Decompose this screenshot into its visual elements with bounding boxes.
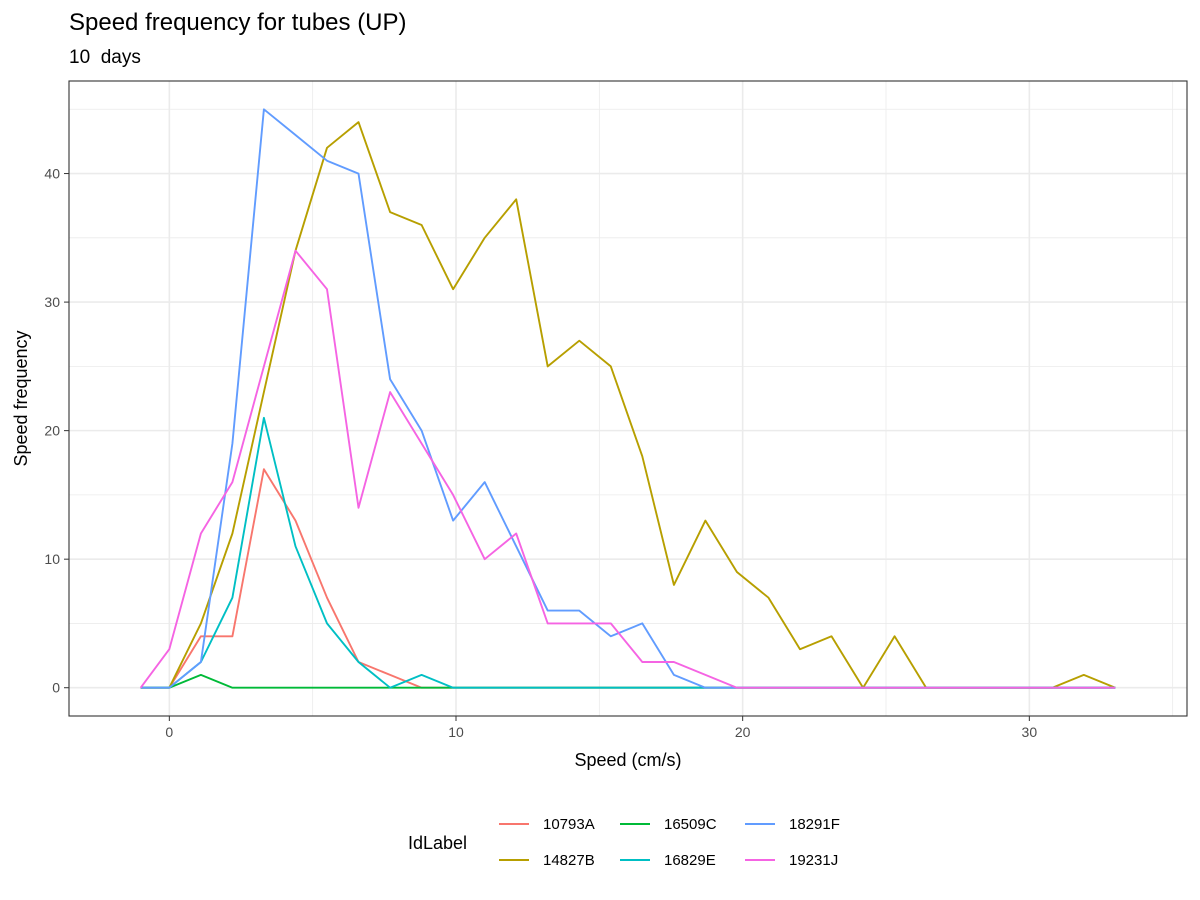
x-tick-label: 0 bbox=[165, 724, 173, 740]
legend-label-10793A: 10793A bbox=[543, 816, 595, 833]
legend-label-19231J: 19231J bbox=[789, 852, 838, 869]
legend-title: IdLabel bbox=[408, 833, 467, 853]
series-line-10793A bbox=[140, 468, 1116, 689]
series-line-16829E bbox=[140, 416, 1116, 689]
legend-label-16509C: 16509C bbox=[664, 816, 717, 833]
y-tick-label: 10 bbox=[44, 551, 60, 567]
y-tick-label: 30 bbox=[44, 294, 60, 310]
y-axis-ticks: 0 10 20 30 40 bbox=[44, 166, 69, 696]
series-line-18291F bbox=[140, 108, 1116, 689]
y-tick-label: 0 bbox=[52, 680, 60, 696]
legend-label-18291F: 18291F bbox=[789, 816, 840, 833]
x-tick-label: 10 bbox=[448, 724, 464, 740]
series-line-19231J bbox=[139, 249, 1116, 689]
chart-subtitle: 10 days bbox=[69, 47, 141, 68]
chart-title: Speed frequency for tubes (UP) bbox=[69, 9, 407, 36]
panel-border bbox=[68, 80, 1188, 717]
legend: IdLabel 10793A 14827B 16509C 16829E 18291F 192… bbox=[408, 816, 840, 869]
x-axis-ticks: 0 10 20 30 bbox=[165, 716, 1037, 740]
grid-minor bbox=[69, 81, 1187, 716]
series-line-14827B bbox=[140, 121, 1116, 689]
x-tick-label: 20 bbox=[735, 724, 751, 740]
series-line-16509C bbox=[140, 673, 1116, 689]
x-axis-title: Speed (cm/s) bbox=[574, 750, 681, 770]
legend-label-16829E: 16829E bbox=[664, 852, 716, 869]
y-axis-title: Speed frequency bbox=[11, 330, 31, 466]
y-tick-label: 40 bbox=[44, 166, 60, 182]
legend-label-14827B: 14827B bbox=[543, 852, 595, 869]
y-tick-label: 20 bbox=[44, 423, 60, 439]
x-tick-label: 30 bbox=[1022, 724, 1038, 740]
series-layer bbox=[139, 108, 1116, 689]
